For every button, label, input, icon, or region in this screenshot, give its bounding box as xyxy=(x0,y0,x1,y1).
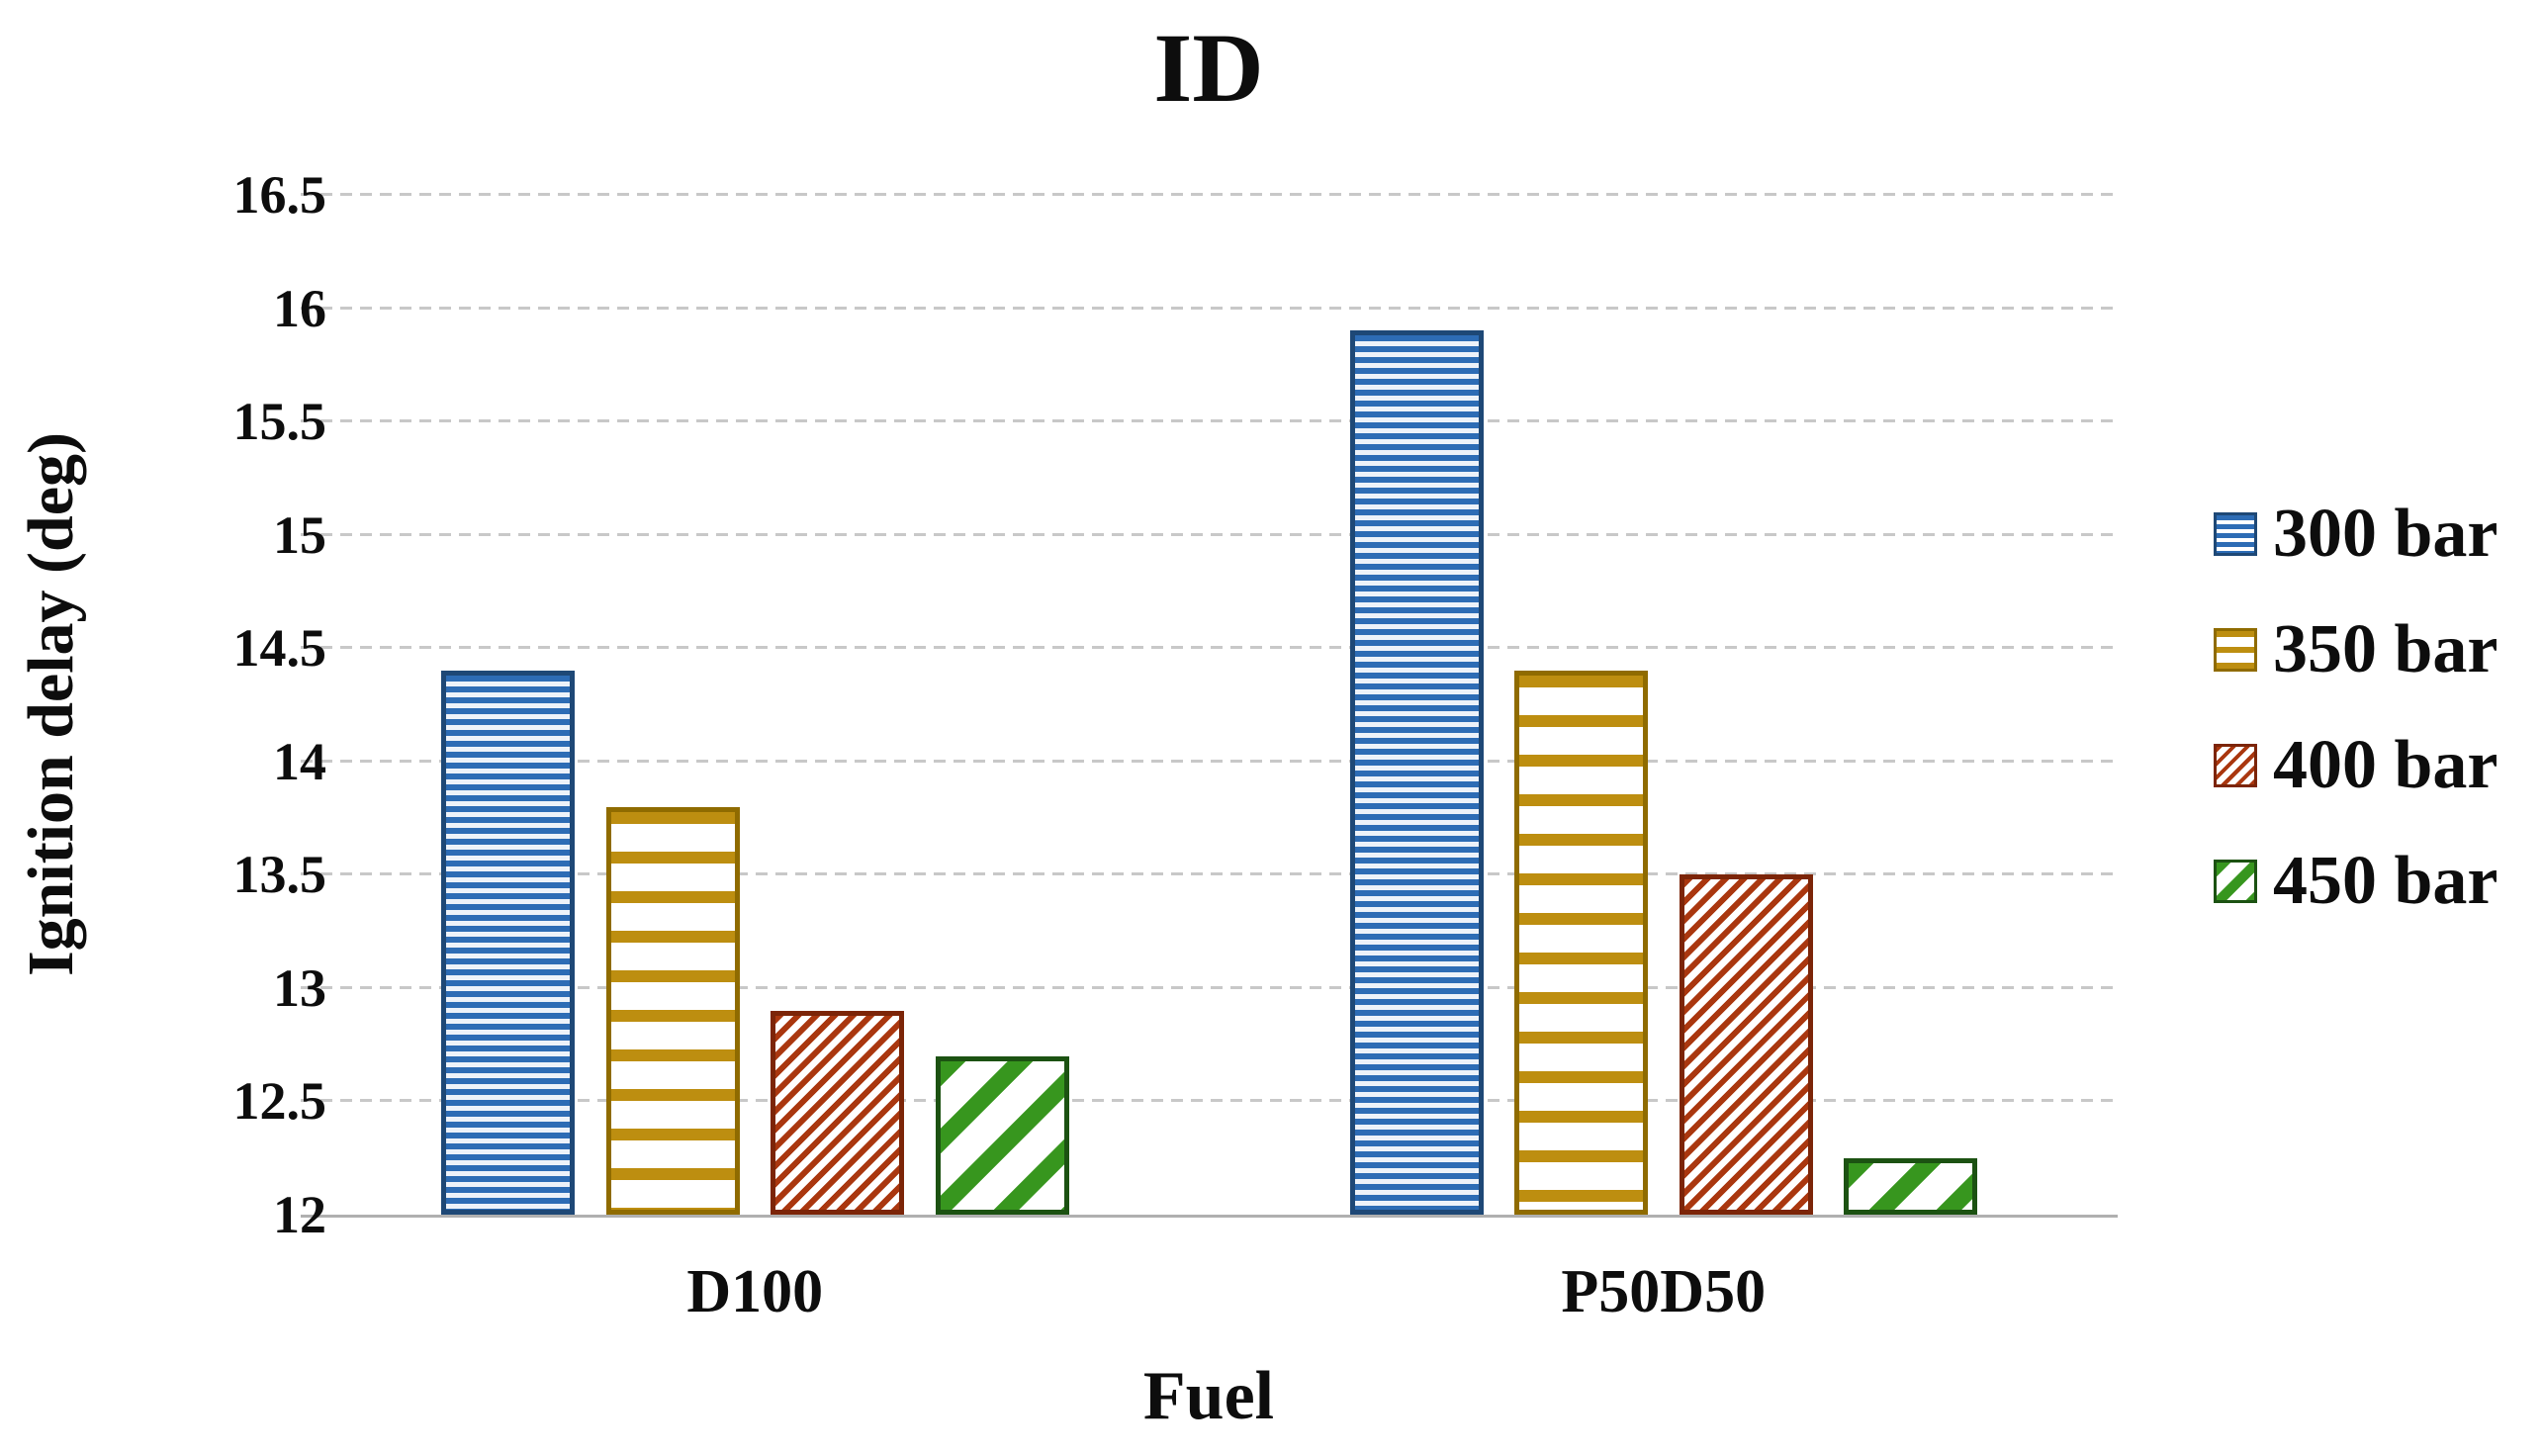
bar-P50D50-350bar xyxy=(1514,671,1648,1215)
legend-swatch-icon xyxy=(2214,860,2257,903)
legend-swatch-icon xyxy=(2214,512,2257,556)
legend-item: 450 bar xyxy=(2214,847,2498,916)
bar-D100-400bar xyxy=(771,1010,904,1215)
y-tick-label: 14.5 xyxy=(232,618,327,679)
legend-label: 300 bar xyxy=(2273,496,2498,572)
bar-D100-300bar xyxy=(441,671,575,1215)
y-tick-label: 16.5 xyxy=(232,165,327,225)
gridline xyxy=(301,872,2118,876)
bar-D100-450bar xyxy=(935,1055,1069,1215)
x-category-label: P50D50 xyxy=(1561,1258,1767,1325)
legend: 300 bar 350 bar 400 bar 450 bar xyxy=(2214,500,2498,916)
x-category-label: D100 xyxy=(686,1258,824,1325)
legend-label: 400 bar xyxy=(2273,727,2498,803)
gridline xyxy=(301,985,2118,989)
legend-item: 400 bar xyxy=(2214,731,2498,800)
y-axis-title: Ignition delay (deg) xyxy=(15,431,87,977)
bar-P50D50-400bar xyxy=(1679,874,1813,1215)
gridline xyxy=(301,646,2118,650)
bar-D100-350bar xyxy=(605,806,740,1215)
chart-title: ID xyxy=(1153,13,1264,123)
gridline xyxy=(301,532,2118,536)
y-tick-label: 12 xyxy=(273,1185,326,1244)
legend-swatch-icon xyxy=(2214,628,2257,672)
gridline xyxy=(301,419,2118,423)
gridline xyxy=(301,193,2118,196)
legend-label: 450 bar xyxy=(2273,843,2498,919)
bar-P50D50-300bar xyxy=(1349,330,1484,1215)
y-tick-label: 12.5 xyxy=(232,1071,327,1132)
y-tick-label: 15 xyxy=(273,504,326,565)
y-tick-label: 13.5 xyxy=(232,845,327,905)
y-tick-label: 16 xyxy=(273,278,326,338)
legend-label: 350 bar xyxy=(2273,611,2498,687)
gridline xyxy=(301,759,2118,763)
gridline xyxy=(301,1099,2118,1103)
legend-item: 350 bar xyxy=(2214,615,2498,684)
y-tick-label: 15.5 xyxy=(232,392,327,452)
gridline xyxy=(301,306,2118,310)
y-tick-label: 13 xyxy=(273,957,326,1018)
y-tick-label: 14 xyxy=(273,731,326,791)
x-axis-title: Fuel xyxy=(1142,1358,1275,1434)
legend-item: 300 bar xyxy=(2214,500,2498,569)
plot-area xyxy=(301,193,2118,1218)
legend-swatch-icon xyxy=(2214,744,2257,787)
bar-P50D50-450bar xyxy=(1844,1157,1977,1215)
